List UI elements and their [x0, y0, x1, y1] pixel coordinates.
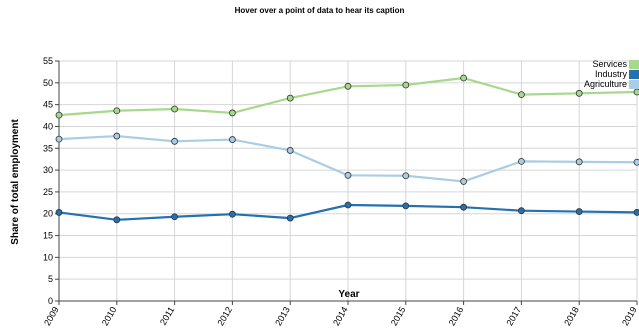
x-tick-label: 2012	[215, 305, 234, 327]
x-tick-label: 2015	[389, 305, 408, 327]
legend-label-industry: Industry	[595, 69, 628, 79]
data-point-industry[interactable]: Industry 2014: 22	[344, 201, 352, 209]
x-tick-label: 2016	[447, 305, 466, 327]
y-tick-label: 30	[43, 165, 53, 175]
y-tick-label: 10	[43, 252, 53, 262]
x-tick-label: 2018	[562, 305, 581, 327]
y-tick-label: 25	[43, 187, 53, 197]
data-point-industry[interactable]: Industry 2019: 20.3	[633, 209, 639, 216]
data-point-agriculture[interactable]: Agriculture 2010: 37.8	[113, 132, 121, 140]
data-point-agriculture[interactable]: Agriculture 2018: 31.9	[575, 158, 583, 166]
data-point-services[interactable]: Services 2010: 43.6	[113, 107, 121, 115]
x-tick-label: 2013	[273, 305, 292, 327]
x-tick-label: 2014	[331, 305, 350, 327]
data-point-services[interactable]: Services 2017: 47.3	[518, 91, 525, 98]
data-point-industry[interactable]: Industry 2011: 19.3	[171, 213, 179, 221]
data-point-services[interactable]: Services 2019: 47.9	[633, 88, 639, 96]
data-point-agriculture[interactable]: Agriculture 2019: 31.8	[633, 158, 639, 166]
series-agriculture: Agriculture 2009: 37.1 Agriculture 2010: …	[55, 132, 639, 185]
data-point-industry[interactable]: Industry 2018: 20.5	[575, 208, 583, 215]
legend-swatch-agriculture	[629, 80, 639, 89]
y-tick-label: 40	[43, 121, 53, 131]
data-point-industry[interactable]: Industry 2009: 20.3	[55, 209, 63, 216]
data-point-services[interactable]: Services 2012: 43.1	[228, 109, 236, 117]
y-tick-label: 15	[43, 231, 53, 241]
y-tick-label: 35	[43, 143, 53, 153]
data-point-services[interactable]: Services 2015: 49.5	[402, 81, 410, 89]
data-point-industry[interactable]: Industry 2015: 21.8	[402, 202, 410, 210]
data-point-services[interactable]: Services 2009: 42.6	[55, 111, 63, 119]
x-axis-title: Year	[338, 289, 359, 300]
data-point-industry[interactable]: Industry 2010: 18.6	[113, 216, 121, 224]
data-point-agriculture[interactable]: Agriculture 2015: 28.7	[402, 172, 410, 180]
series-industry: Industry 2009: 20.3 Industry 2010: 18.6 In…	[55, 201, 639, 224]
legend-label-agriculture: Agriculture	[584, 79, 627, 89]
y-tick-label: 55	[43, 56, 53, 66]
data-point-agriculture[interactable]: Agriculture 2016: 27.4	[460, 178, 468, 185]
y-tick-label: 5	[48, 274, 53, 284]
legend-label-services: Services	[592, 59, 627, 69]
legend-item-industry: Industry	[595, 69, 639, 79]
y-tick-label: 50	[43, 78, 53, 88]
data-point-agriculture[interactable]: Agriculture 2014: 28.8	[344, 171, 352, 179]
y-axis-title: Share of total employment	[10, 119, 21, 245]
data-point-agriculture[interactable]: Agriculture 2013: 34.5	[286, 147, 294, 154]
legend-item-agriculture: Agriculture	[584, 79, 639, 89]
data-point-services[interactable]: Services 2016: 51.1	[460, 74, 468, 82]
y-tick-label: 0	[48, 296, 53, 306]
legend-item-services: Services	[592, 59, 639, 69]
chart-caption-hint: Hover over a point of data to hear its c…	[234, 6, 405, 15]
data-point-agriculture[interactable]: Agriculture 2017: 32	[518, 157, 525, 165]
data-point-industry[interactable]: Industry 2016: 21.5	[460, 203, 468, 211]
x-tick-label: 2017	[504, 305, 523, 327]
series-lines: Services 2009: 42.6 Services 2010: 43.6 Se…	[55, 74, 639, 224]
x-tick-label: 2011	[158, 305, 176, 327]
data-point-industry[interactable]: Industry 2017: 20.7	[518, 207, 525, 215]
data-point-agriculture[interactable]: Agriculture 2011: 36.6	[171, 137, 179, 145]
data-point-industry[interactable]: Industry 2012: 19.9	[228, 210, 236, 218]
data-point-services[interactable]: Services 2011: 44	[171, 105, 179, 113]
data-point-agriculture[interactable]: Agriculture 2012: 37	[228, 136, 236, 143]
legend-swatch-services	[629, 60, 639, 69]
series-services: Services 2009: 42.6 Services 2010: 43.6 Se…	[55, 74, 639, 119]
x-tick-label: 2009	[42, 305, 61, 327]
data-point-services[interactable]: Services 2018: 47.6	[575, 89, 583, 97]
data-point-agriculture[interactable]: Agriculture 2009: 37.1	[55, 135, 63, 143]
x-tick-label: 2019	[620, 305, 639, 327]
x-tick-label: 2010	[100, 305, 119, 327]
data-point-industry[interactable]: Industry 2013: 19	[286, 214, 294, 222]
y-tick-label: 20	[43, 209, 53, 219]
y-tick-label: 45	[43, 100, 53, 110]
data-point-services[interactable]: Services 2014: 49.2	[344, 82, 352, 90]
grid-lines	[58, 60, 638, 302]
data-point-services[interactable]: Services 2013: 46.5	[286, 94, 294, 102]
legend-swatch-industry	[629, 70, 639, 79]
